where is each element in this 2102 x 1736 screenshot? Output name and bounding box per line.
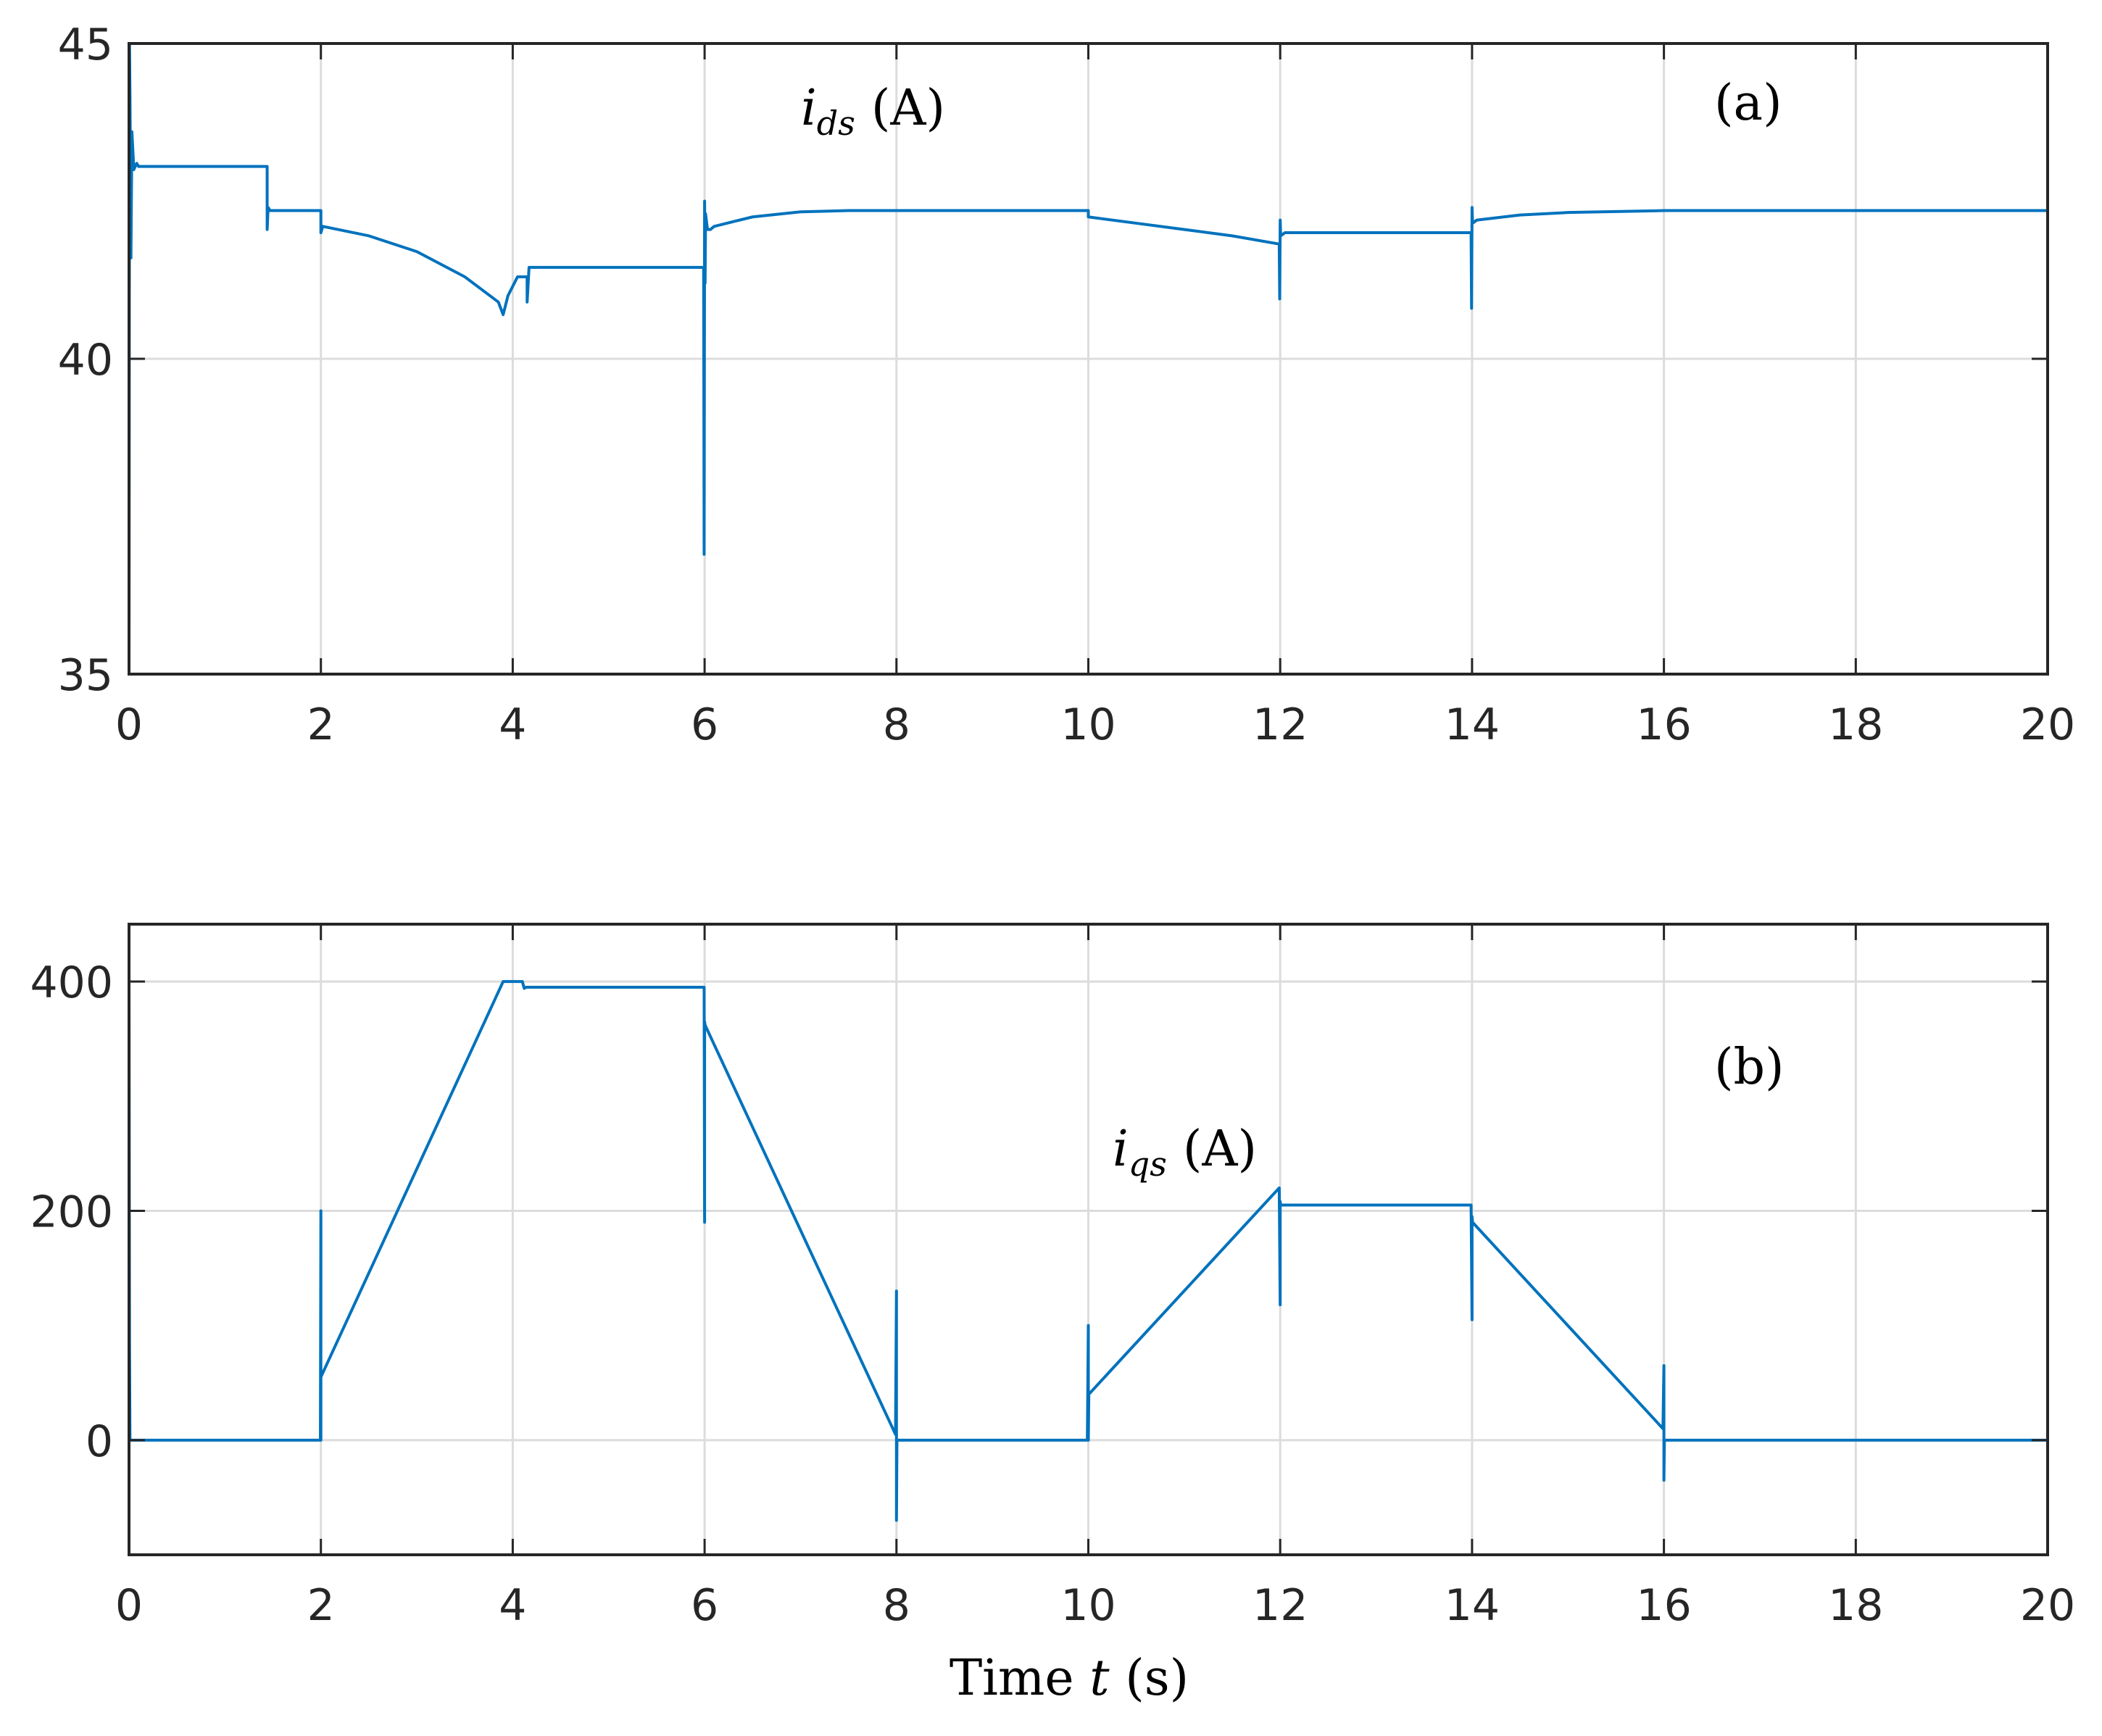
x-axis-label: Time t (s) bbox=[950, 1650, 1189, 1707]
panel-b-x-tick-label: 16 bbox=[1636, 1580, 1691, 1631]
panel-a-x-tick-label: 4 bbox=[499, 699, 526, 750]
panel-b-x-tick-label: 18 bbox=[1828, 1580, 1883, 1631]
panel-a-ticks bbox=[128, 42, 2049, 676]
panel-b-x-tick-label: 8 bbox=[883, 1580, 910, 1631]
panel-a-series bbox=[128, 42, 2048, 675]
panel-a-tick-labels: 0 2 4 6 8 10 12 14 16 18 20 35 40 45 bbox=[58, 20, 2076, 750]
panel-a-x-tick-label: 14 bbox=[1445, 699, 1500, 750]
panel-b-x-tick-label: 6 bbox=[691, 1580, 718, 1631]
panel-a-x-tick-label: 18 bbox=[1828, 699, 1883, 750]
panel-b-x-tick-label: 4 bbox=[499, 1580, 526, 1631]
panel-b-series bbox=[128, 980, 2048, 1522]
panel-a-label: (a) bbox=[1714, 75, 1782, 132]
panel-b-x-tick-label: 14 bbox=[1445, 1580, 1500, 1631]
panel-b-x-tick-label: 20 bbox=[2020, 1580, 2075, 1631]
panel-a-x-tick-label: 0 bbox=[115, 699, 143, 750]
panel-b-y-tick-label: 0 bbox=[86, 1416, 113, 1467]
panel-a-x-tick-label: 20 bbox=[2020, 699, 2075, 750]
panel-b-y-tick-label: 200 bbox=[30, 1187, 113, 1237]
panel-a-x-tick-label: 16 bbox=[1636, 699, 1691, 750]
panel-a-y-tick-label: 35 bbox=[58, 650, 113, 701]
panel-b-label: (b) bbox=[1714, 1039, 1785, 1096]
panel-b-x-tick-label: 12 bbox=[1253, 1580, 1308, 1631]
panel-a: 0 2 4 6 8 10 12 14 16 18 20 35 40 45 ids (A) (a) bbox=[58, 20, 2076, 750]
panel-a-y-tick-label: 40 bbox=[58, 335, 113, 386]
panel-b-y-tick-label: 400 bbox=[30, 958, 113, 1008]
panel-a-y-tick-label: 45 bbox=[58, 20, 113, 70]
panel-b-ticks bbox=[128, 924, 2049, 1555]
panel-b-x-tick-label: 10 bbox=[1060, 1580, 1116, 1631]
panel-a-x-tick-label: 8 bbox=[883, 699, 910, 750]
panel-b-line-series-0 bbox=[128, 980, 2048, 1522]
panel-b-annotation: iqs (A) bbox=[1113, 1121, 1257, 1184]
panel-a-annotation: ids (A) bbox=[801, 80, 945, 143]
panel-a-x-tick-label: 2 bbox=[307, 699, 335, 750]
panel-a-line-series-0 bbox=[128, 42, 2048, 675]
panel-a-x-tick-label: 6 bbox=[691, 699, 718, 750]
panel-a-x-tick-label: 10 bbox=[1060, 699, 1116, 750]
panel-a-x-tick-label: 12 bbox=[1253, 699, 1308, 750]
panel-b-x-tick-label: 0 bbox=[115, 1580, 143, 1631]
panel-b-x-tick-label: 2 bbox=[307, 1580, 335, 1631]
